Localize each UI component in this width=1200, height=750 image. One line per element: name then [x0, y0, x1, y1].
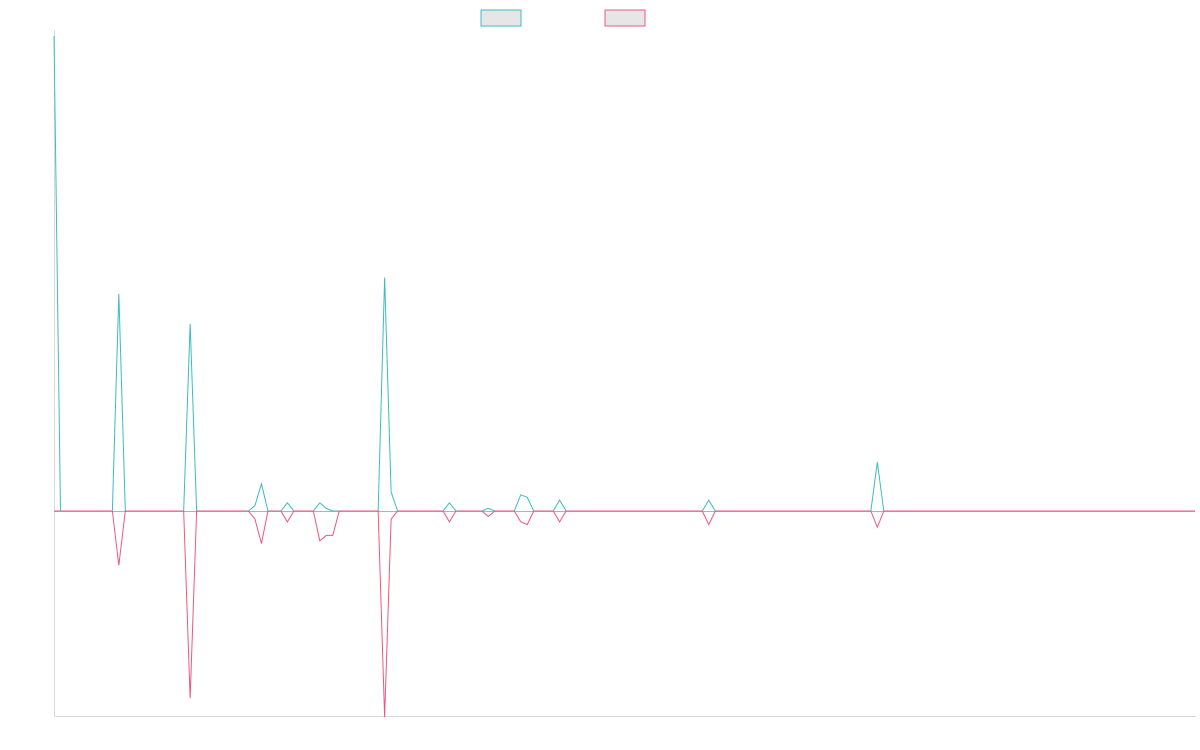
legend	[480, 9, 646, 27]
series-line-1[interactable]	[53, 36, 1195, 512]
plot-area	[53, 36, 1195, 718]
legend-swatch-series-2[interactable]	[604, 9, 646, 27]
series-line-2[interactable]	[54, 510, 1195, 718]
legend-swatch-series-1[interactable]	[480, 9, 522, 27]
